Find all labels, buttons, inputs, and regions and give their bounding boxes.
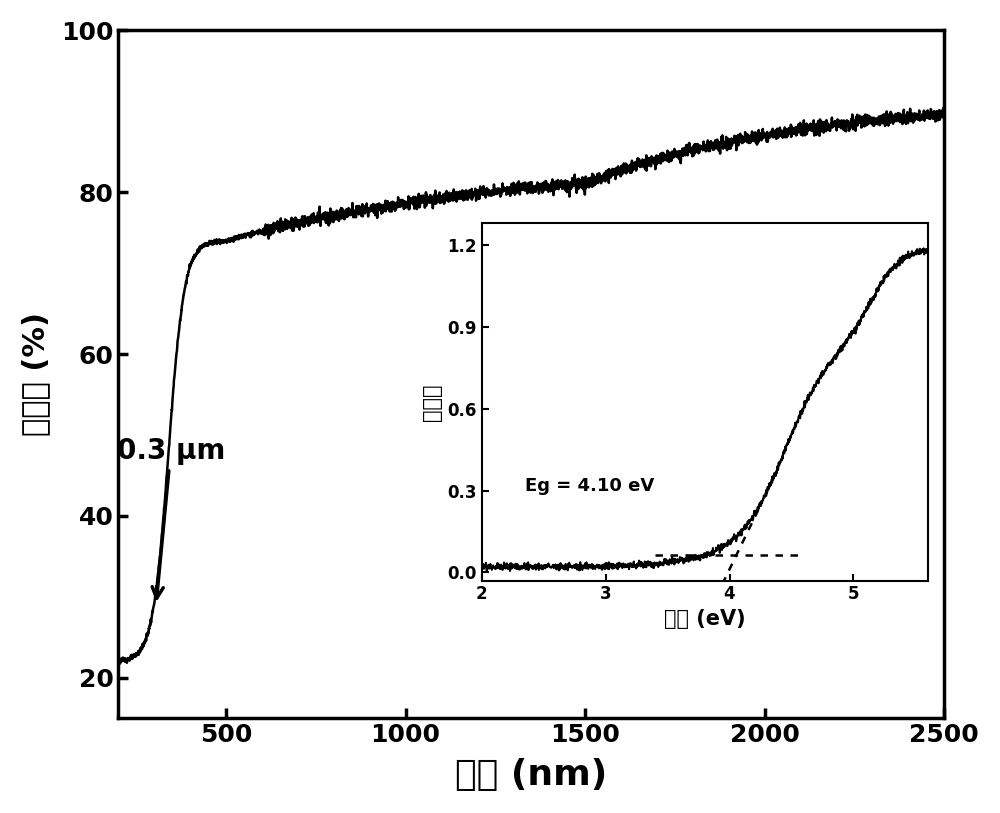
X-axis label: 波长 (nm): 波长 (nm): [455, 759, 607, 792]
Y-axis label: 反射率 (%): 反射率 (%): [21, 312, 50, 437]
Text: 0.3 μm: 0.3 μm: [117, 437, 225, 598]
